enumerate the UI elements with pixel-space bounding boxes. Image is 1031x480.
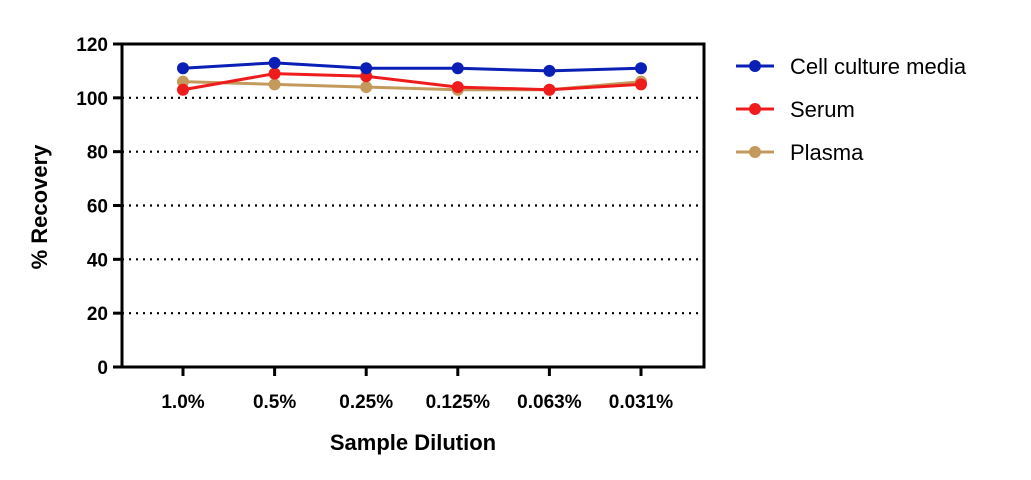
axes xyxy=(113,42,706,376)
y-tick-label: 20 xyxy=(87,304,108,325)
y-tick-label: 100 xyxy=(76,89,108,110)
x-tick-label: 0.25% xyxy=(339,392,393,413)
data-point xyxy=(360,81,373,94)
data-point xyxy=(177,83,189,96)
grid xyxy=(122,96,704,315)
data-point xyxy=(635,78,647,91)
x-axis-title: Sample Dilution xyxy=(330,430,496,455)
legend-label: Serum xyxy=(790,97,855,122)
data-point xyxy=(543,83,556,96)
plot-frame xyxy=(120,42,706,369)
legend-swatch-marker xyxy=(749,60,761,72)
data-point xyxy=(451,81,464,94)
data-point xyxy=(268,67,281,80)
y-tick-label: 40 xyxy=(87,250,108,271)
series-group xyxy=(177,56,647,96)
data-point xyxy=(635,62,647,75)
legend-swatch-marker xyxy=(749,146,761,158)
y-axis-title: % Recovery xyxy=(27,144,52,270)
x-tick-label: 1.0% xyxy=(161,392,204,413)
data-point xyxy=(177,62,189,75)
series-serum xyxy=(177,67,647,96)
y-tick-label: 0 xyxy=(97,358,108,379)
series-line xyxy=(182,61,642,73)
y-tick-label: 60 xyxy=(87,197,108,218)
data-point xyxy=(543,64,556,77)
legend: Cell culture media Serum Plasma xyxy=(736,54,967,165)
series-line xyxy=(182,72,642,92)
legend-label: Cell culture media xyxy=(790,54,967,79)
y-tick-label: 120 xyxy=(76,35,108,56)
tick-labels: 0 20 40 60 80 100 120 1.0% 0.5% 0.25% 0.125% 0.063%… xyxy=(76,35,673,413)
data-point xyxy=(360,62,373,75)
legend-item: Serum xyxy=(736,97,855,122)
data-point xyxy=(451,62,464,75)
series-cell-culture-media xyxy=(177,56,647,77)
data-point xyxy=(268,78,281,91)
x-tick-label: 0.125% xyxy=(426,392,491,413)
legend-label: Plasma xyxy=(790,140,864,165)
x-tick-label: 0.031% xyxy=(609,392,674,413)
legend-item: Plasma xyxy=(736,140,864,165)
x-tick-label: 0.5% xyxy=(253,392,296,413)
y-tick-label: 80 xyxy=(87,143,108,164)
x-tick-label: 0.063% xyxy=(517,392,582,413)
legend-swatch-marker xyxy=(749,103,761,115)
data-point xyxy=(268,56,281,69)
legend-item: Cell culture media xyxy=(736,54,967,79)
